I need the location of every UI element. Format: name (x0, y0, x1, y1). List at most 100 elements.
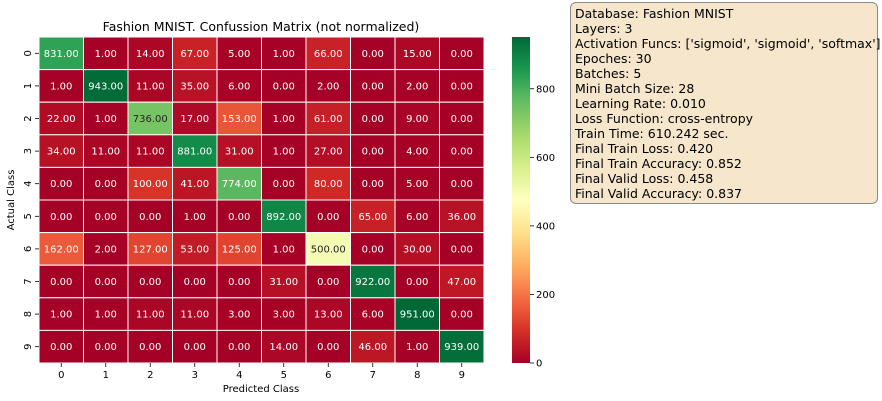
heatmap-cell-label-r0-c5: 1.00 (273, 49, 295, 60)
heatmap-cell-r8-c8 (394, 297, 440, 331)
heatmap-cells (38, 36, 485, 364)
y-tick-label-4: 4 (23, 181, 34, 187)
info-final-valid-loss: Final Valid Loss: 0.458 (575, 171, 714, 186)
colorbar-ticks: 0 200 400 600 800 (530, 84, 555, 370)
heatmap-cell-label-r9-c9: 939.00 (444, 342, 479, 353)
heatmap-cell-label-r6-c6: 500.00 (311, 244, 346, 255)
heatmap-cell-r0-c9 (439, 36, 485, 71)
x-tick-label-1: 1 (103, 370, 109, 381)
heatmap-cell-label-r7-c6: 0.00 (317, 277, 339, 288)
heatmap-cell-label-r3-c6: 27.00 (314, 147, 343, 158)
heatmap-cell-r6-c9 (439, 232, 485, 266)
heatmap-cell-label-r8-c5: 3.00 (273, 310, 295, 321)
info-activation-funcs: Activation Funcs: ['sigmoid', 'sigmoid',… (575, 36, 881, 51)
x-axis-ticks: 0 1 2 3 4 5 6 7 8 9 (58, 363, 465, 381)
heatmap-cell-label-r2-c3: 17.00 (180, 114, 209, 125)
heatmap-cell-label-r1-c6: 2.00 (317, 81, 339, 92)
heatmap-cell-label-r9-c4: 0.00 (228, 342, 250, 353)
heatmap-cell-label-r8-c2: 11.00 (136, 310, 165, 321)
heatmap-cell-label-r2-c0: 22.00 (47, 114, 76, 125)
heatmap-cell-label-r5-c8: 6.00 (406, 212, 428, 223)
heatmap-cell-r8-c7 (350, 297, 396, 331)
heatmap-cell-label-r2-c2: 736.00 (133, 114, 168, 125)
heatmap-cell-label-r7-c7: 922.00 (355, 277, 390, 288)
colorbar-tick-label-400: 400 (536, 221, 555, 232)
heatmap-cell-label-r3-c7: 0.00 (362, 147, 384, 158)
heatmap-cell-r2-c6 (305, 101, 351, 136)
heatmap-cell-label-r3-c4: 31.00 (225, 147, 254, 158)
heatmap-cell-label-r1-c7: 0.00 (362, 81, 384, 92)
heatmap-cell-label-r1-c4: 6.00 (228, 81, 250, 92)
x-tick-label-9: 9 (459, 370, 465, 381)
heatmap-cell-label-r2-c8: 9.00 (406, 114, 428, 125)
heatmap-cell-label-r7-c4: 0.00 (228, 277, 250, 288)
heatmap-cell-r9-c8 (394, 329, 440, 364)
heatmap-cell-r7-c8 (394, 264, 440, 299)
y-tick-label-9: 9 (23, 344, 34, 350)
heatmap-cell-r8-c4 (216, 297, 262, 331)
colorbar-tick-label-200: 200 (536, 290, 555, 301)
heatmap-cell-label-r7-c1: 0.00 (95, 277, 117, 288)
heatmap-cell-r6-c3 (172, 232, 218, 266)
heatmap-cell-label-r7-c3: 0.00 (184, 277, 206, 288)
heatmap-cell-label-r6-c2: 127.00 (133, 244, 168, 255)
heatmap-cell-label-r1-c0: 1.00 (50, 81, 72, 92)
heatmap-cell-r9-c9 (439, 329, 485, 364)
heatmap-cell-r1-c1 (83, 69, 129, 103)
heatmap-cell-r5-c5 (261, 199, 307, 234)
heatmap-cell-label-r7-c8: 0.00 (406, 277, 428, 288)
heatmap-cell-label-r2-c7: 0.00 (362, 114, 384, 125)
heatmap-cell-label-r0-c9: 0.00 (451, 49, 473, 60)
heatmap-cell-label-r0-c2: 14.00 (136, 49, 165, 60)
heatmap-cell-r7-c3 (172, 264, 218, 299)
heatmap-cell-label-r3-c1: 11.00 (91, 147, 120, 158)
y-axis-label: Actual Class (6, 170, 17, 231)
heatmap-cell-r1-c6 (305, 69, 351, 103)
heatmap-cell-r4-c6 (305, 166, 351, 201)
heatmap-cell-r3-c0 (38, 134, 84, 168)
heatmap-cell-label-r5-c1: 0.00 (95, 212, 117, 223)
heatmap-cell-label-r5-c0: 0.00 (50, 212, 72, 223)
heatmap-cell-r1-c8 (394, 69, 440, 103)
heatmap-cell-label-r9-c0: 0.00 (50, 342, 72, 353)
info-final-train-accuracy: Final Train Accuracy: 0.852 (575, 156, 742, 171)
heatmap-cell-label-r5-c2: 0.00 (139, 212, 161, 223)
heatmap-cell-r7-c7 (350, 264, 396, 299)
info-mini-batch-size: Mini Batch Size: 28 (575, 81, 695, 96)
heatmap-cell-label-r3-c5: 1.00 (273, 147, 295, 158)
heatmap-cell-label-r3-c8: 4.00 (406, 147, 428, 158)
heatmap-cell-label-r3-c2: 11.00 (136, 147, 165, 158)
heatmap-cell-label-r4-c5: 0.00 (273, 179, 295, 190)
heatmap-cell-label-r0-c8: 15.00 (403, 49, 432, 60)
heatmap-cell-r8-c9 (439, 297, 485, 331)
heatmap-cell-r0-c7 (350, 36, 396, 71)
info-batches: Batches: 5 (575, 66, 642, 81)
heatmap-cell-label-r2-c9: 0.00 (451, 114, 473, 125)
heatmap-cell-label-r7-c5: 31.00 (269, 277, 298, 288)
heatmap-cell-label-r1-c8: 2.00 (406, 81, 428, 92)
colorbar-tick-label-800: 800 (536, 84, 555, 95)
heatmap-cell-r3-c9 (439, 134, 485, 168)
heatmap-cell-r6-c5 (261, 232, 307, 266)
heatmap-cell-r5-c0 (38, 199, 84, 234)
heatmap-cell-label-r0-c7: 0.00 (362, 49, 384, 60)
chart-title: Fashion MNIST. Confussion Matrix (not no… (103, 19, 420, 34)
heatmap-cell-label-r5-c6: 0.00 (317, 212, 339, 223)
heatmap-cell-r2-c2 (127, 101, 173, 136)
heatmap-cell-r3-c6 (305, 134, 351, 168)
heatmap-cell-label-r7-c2: 0.00 (139, 277, 161, 288)
y-tick-label-3: 3 (23, 148, 34, 154)
x-tick-label-7: 7 (370, 370, 376, 381)
heatmap-cell-label-r8-c9: 0.00 (451, 310, 473, 321)
heatmap-cell-label-r4-c7: 0.00 (362, 179, 384, 190)
heatmap-cell-label-r9-c6: 0.00 (317, 342, 339, 353)
heatmap-cell-label-r2-c6: 61.00 (314, 114, 343, 125)
y-tick-label-8: 8 (23, 311, 34, 317)
heatmap-cell-label-r1-c1: 943.00 (88, 81, 123, 92)
heatmap-cell-label-r6-c3: 53.00 (180, 244, 209, 255)
heatmap-cell-label-r1-c2: 11.00 (136, 81, 165, 92)
heatmap-cell-r9-c6 (305, 329, 351, 364)
heatmap-cell-label-r4-c3: 41.00 (180, 179, 209, 190)
heatmap-cell-label-r8-c8: 951.00 (400, 310, 435, 321)
heatmap-cell-r5-c4 (216, 199, 262, 234)
